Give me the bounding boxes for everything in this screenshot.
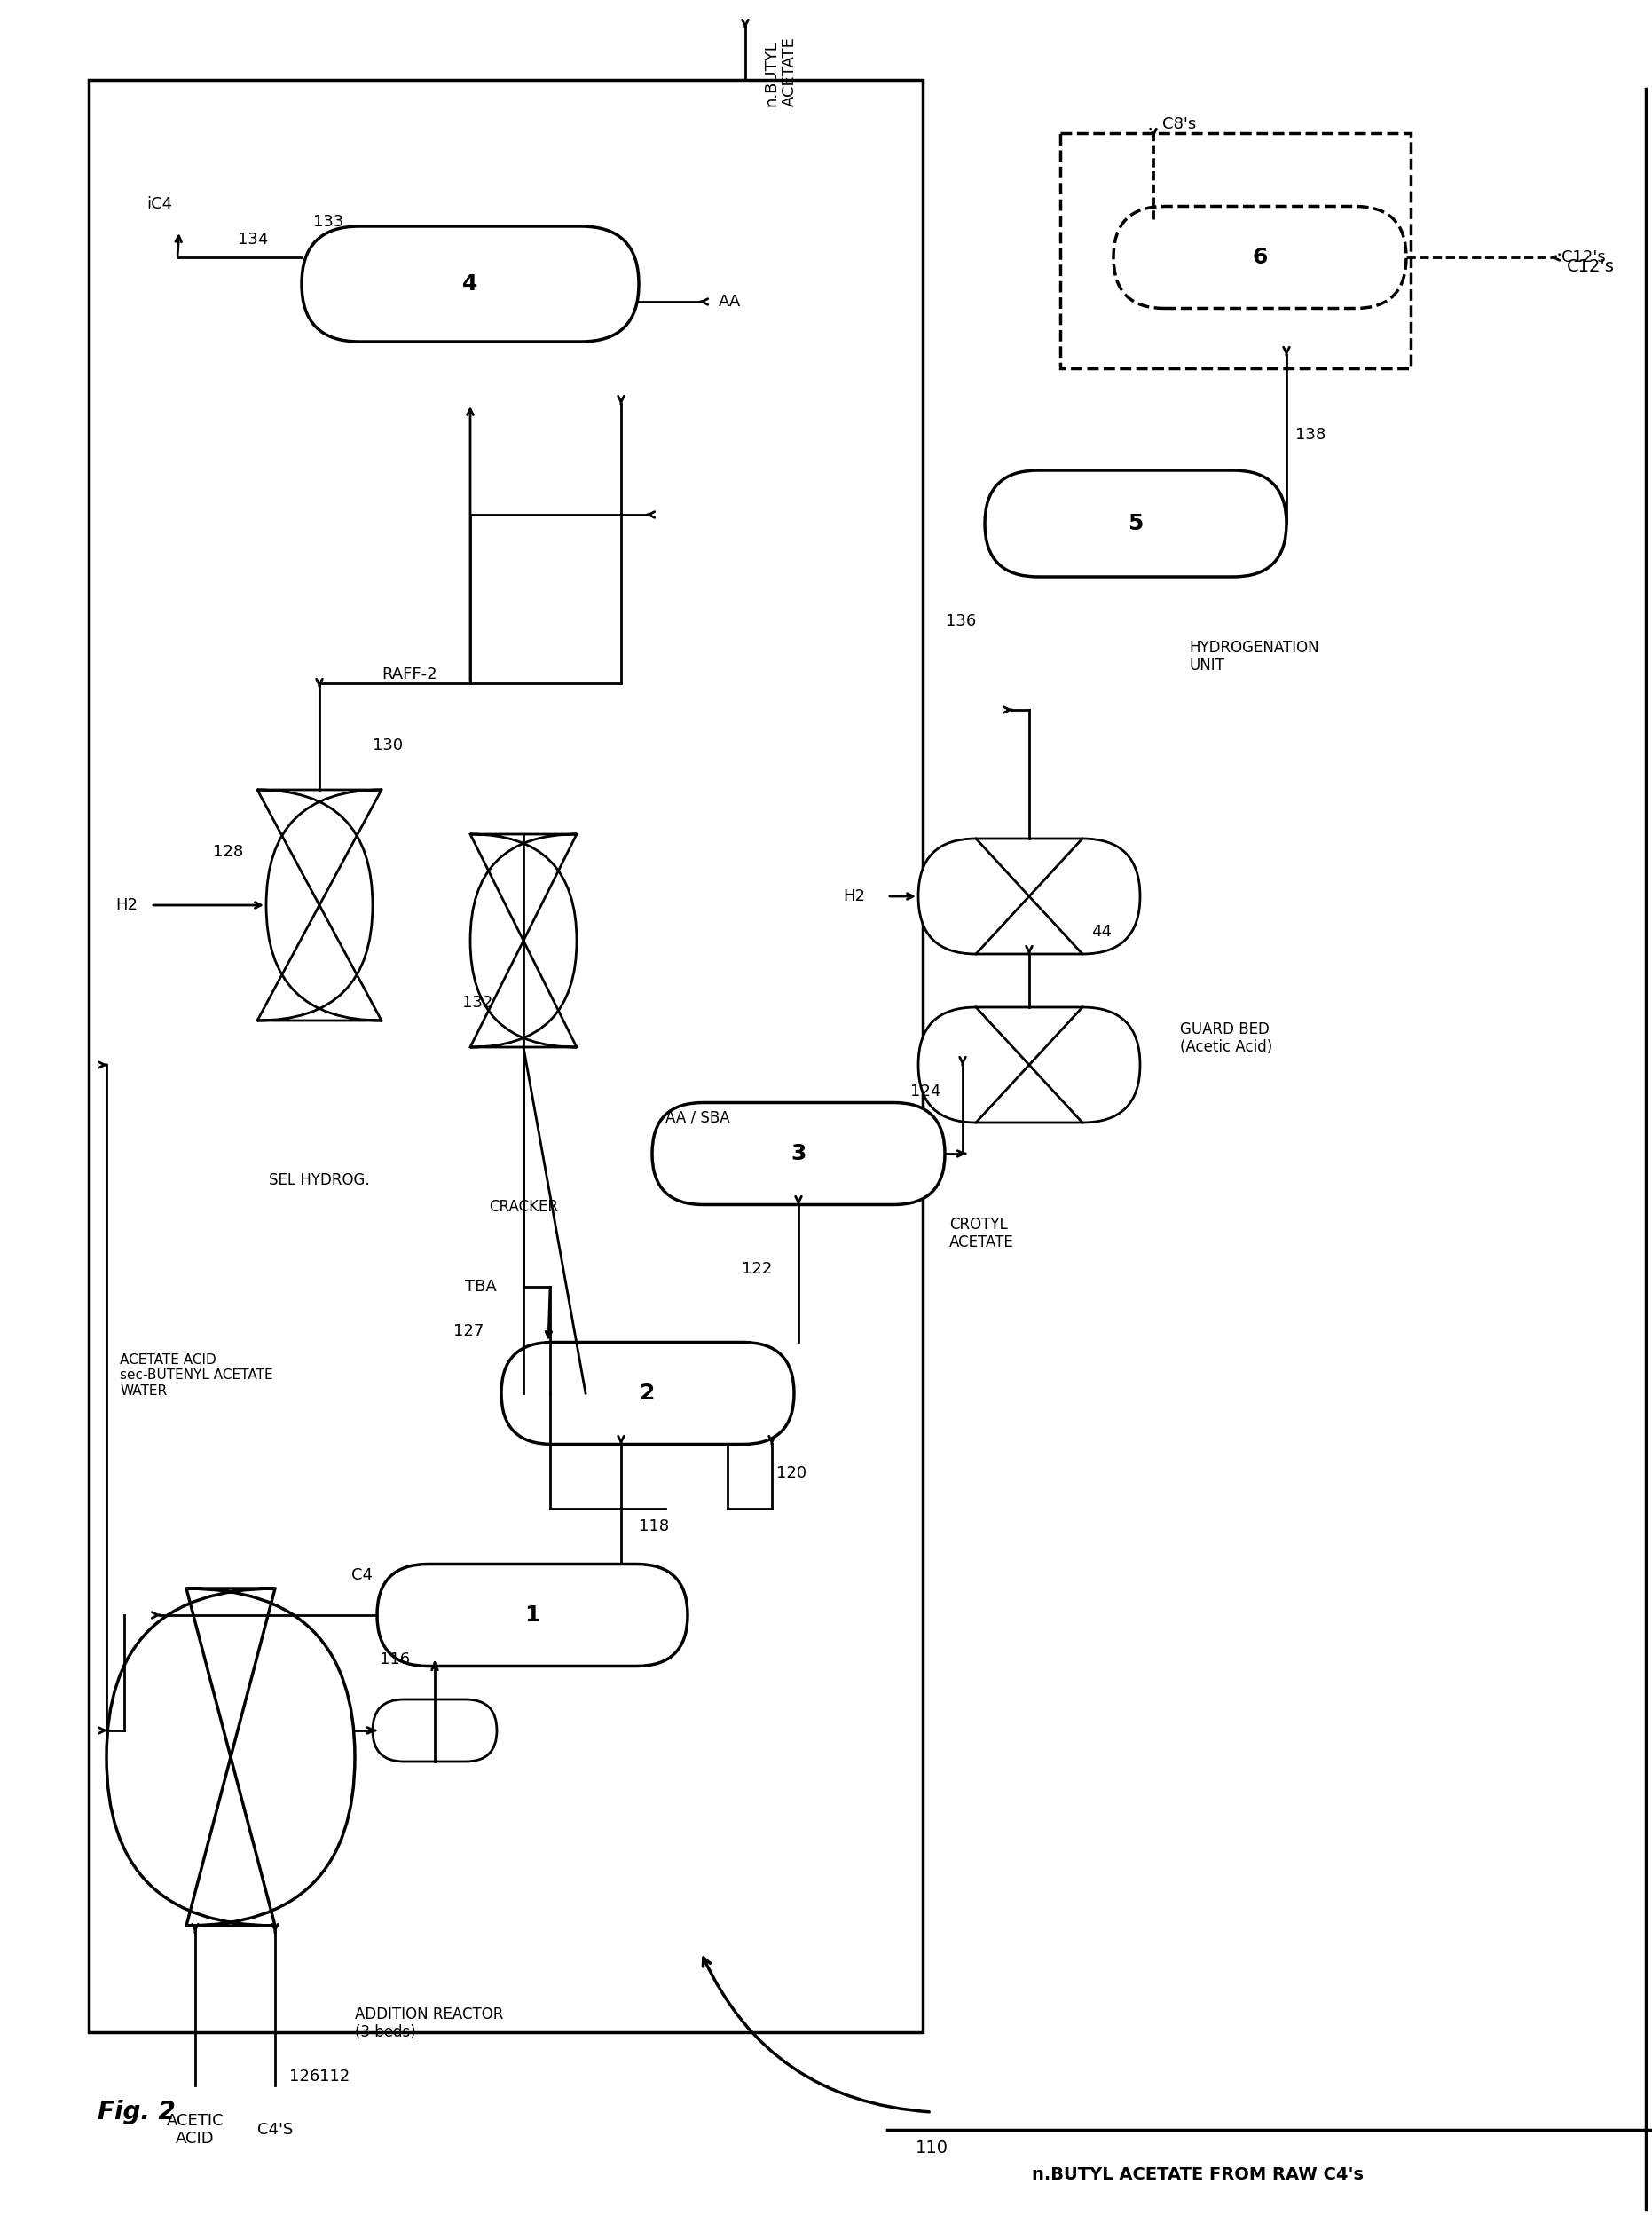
Text: 1: 1	[525, 1604, 540, 1626]
Text: 6: 6	[1252, 246, 1267, 268]
Text: ADDITION REACTOR
(3 beds): ADDITION REACTOR (3 beds)	[355, 2007, 504, 2040]
Text: CROTYL
ACETATE: CROTYL ACETATE	[950, 1216, 1014, 1251]
Text: 120: 120	[776, 1464, 806, 1482]
Text: C8's: C8's	[1163, 115, 1196, 133]
Text: 134: 134	[238, 233, 268, 248]
Text: 122: 122	[742, 1260, 771, 1278]
Text: GUARD BED
(Acetic Acid): GUARD BED (Acetic Acid)	[1180, 1021, 1272, 1057]
FancyBboxPatch shape	[373, 1699, 497, 1761]
Text: TBA: TBA	[466, 1278, 497, 1296]
Text: 127: 127	[453, 1322, 484, 1340]
Text: AA: AA	[719, 295, 742, 310]
Text: C4: C4	[352, 1568, 373, 1584]
Text: H2: H2	[116, 897, 137, 913]
Text: 3: 3	[791, 1143, 806, 1165]
FancyBboxPatch shape	[985, 470, 1287, 576]
Text: ACETIC
ACID: ACETIC ACID	[167, 2113, 225, 2146]
Text: ACETATE ACID
sec-BUTENYL ACETATE
WATER: ACETATE ACID sec-BUTENYL ACETATE WATER	[121, 1353, 273, 1398]
Text: 128: 128	[213, 844, 243, 859]
Text: 124: 124	[910, 1083, 940, 1099]
Text: C4'S: C4'S	[258, 2122, 292, 2137]
Text: 2: 2	[639, 1382, 656, 1404]
Text: 5: 5	[1128, 514, 1143, 534]
Text: 138: 138	[1295, 427, 1325, 443]
FancyBboxPatch shape	[258, 791, 382, 1021]
Text: HYDROGENATION
UNIT: HYDROGENATION UNIT	[1189, 640, 1318, 673]
Text: 116: 116	[380, 1652, 410, 1668]
FancyBboxPatch shape	[919, 1008, 1140, 1123]
Text: 4: 4	[463, 272, 477, 295]
Text: 110: 110	[915, 2140, 948, 2155]
Text: 133: 133	[312, 215, 344, 230]
Text: 126: 126	[289, 2069, 319, 2084]
FancyBboxPatch shape	[919, 839, 1140, 955]
Text: AA / SBA: AA / SBA	[666, 1110, 730, 1125]
Text: n.BUTYL ACETATE FROM RAW C4's: n.BUTYL ACETATE FROM RAW C4's	[1032, 2166, 1363, 2182]
FancyBboxPatch shape	[653, 1103, 945, 1205]
Text: RAFF-2: RAFF-2	[382, 667, 438, 682]
FancyBboxPatch shape	[377, 1564, 687, 1666]
Text: 132: 132	[463, 995, 492, 1010]
Text: CRACKER: CRACKER	[489, 1198, 558, 1214]
Text: H2: H2	[843, 888, 866, 904]
Text: SEL HYDROG.: SEL HYDROG.	[269, 1172, 370, 1187]
Text: C12's: C12's	[1561, 250, 1606, 266]
Text: 130: 130	[373, 738, 403, 753]
Text: n.BUTYL
ACETATE: n.BUTYL ACETATE	[763, 35, 798, 106]
Text: iC4: iC4	[147, 197, 172, 213]
FancyBboxPatch shape	[106, 1588, 355, 1925]
FancyBboxPatch shape	[1113, 206, 1406, 308]
Text: Fig. 2: Fig. 2	[97, 2100, 175, 2124]
FancyBboxPatch shape	[302, 226, 639, 341]
Text: 136: 136	[945, 614, 976, 629]
Text: 118: 118	[639, 1517, 669, 1535]
Text: C12's: C12's	[1568, 257, 1614, 275]
FancyBboxPatch shape	[471, 835, 577, 1048]
FancyBboxPatch shape	[501, 1342, 795, 1444]
Text: 44: 44	[1092, 924, 1112, 939]
Text: 112: 112	[319, 2069, 350, 2084]
